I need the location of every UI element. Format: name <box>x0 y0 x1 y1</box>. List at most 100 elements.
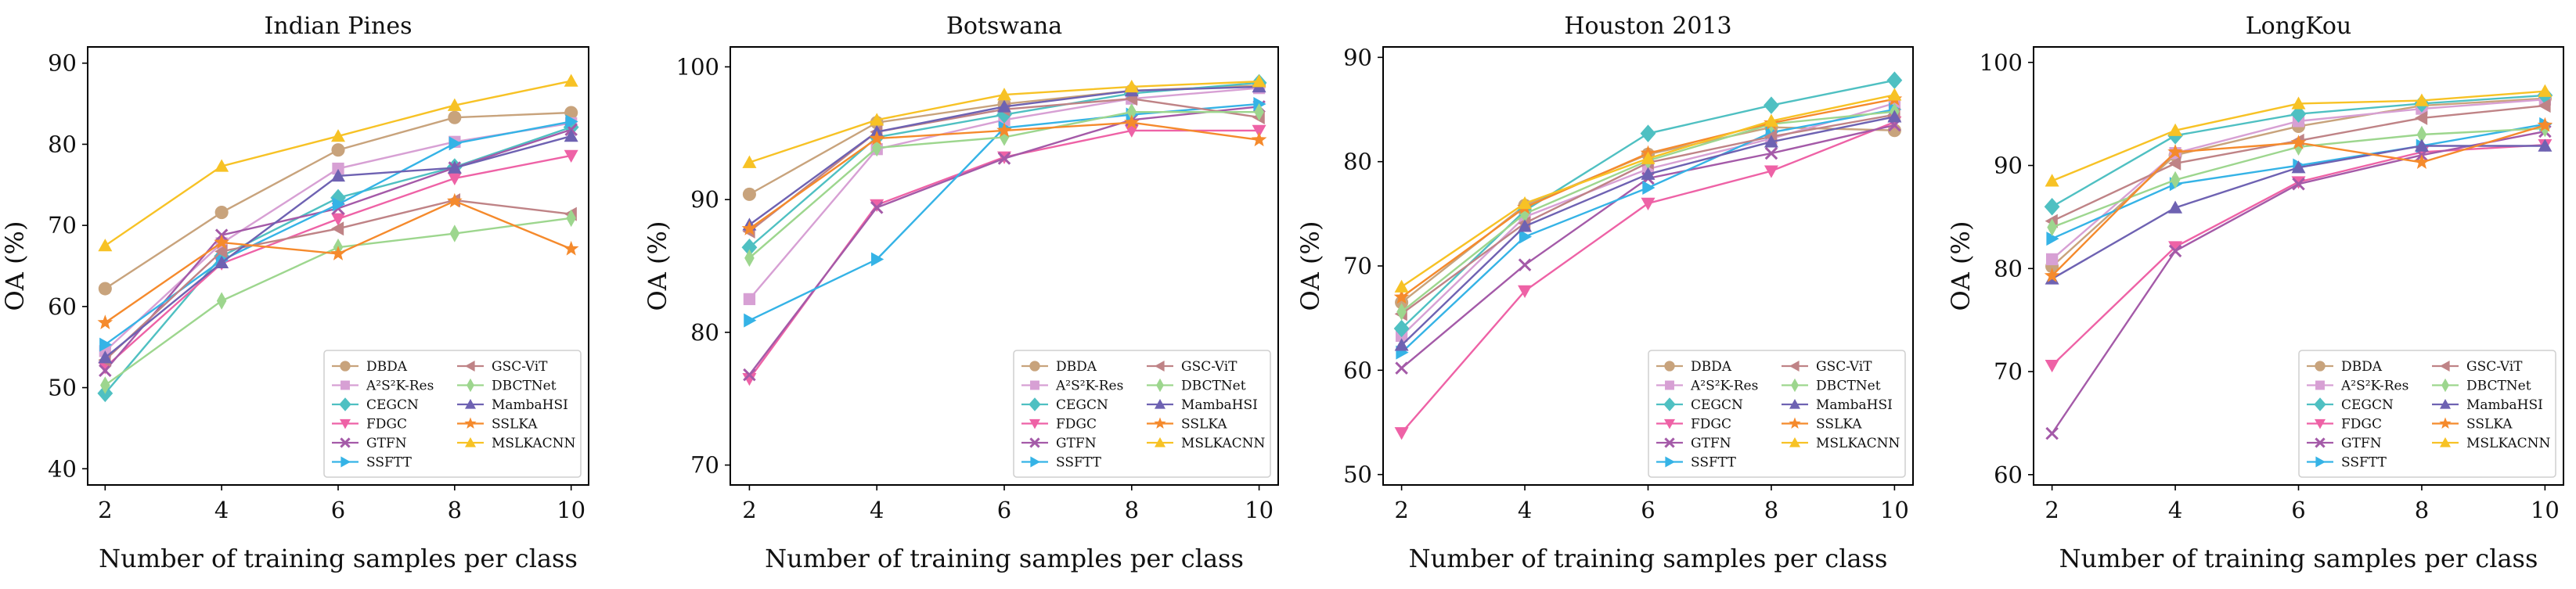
legend-marker-a-s-k-res <box>2315 380 2325 390</box>
legend-label-gtfn: GTFN <box>1691 436 1731 451</box>
data-point-dbda <box>448 110 462 124</box>
data-point-mslkacnn <box>997 88 1011 101</box>
x-tick-label: 6 <box>1641 497 1655 523</box>
data-point-dbctnet <box>449 224 460 242</box>
chart-title: Indian Pines <box>265 13 413 40</box>
data-point-gtfn <box>1395 361 1408 375</box>
data-point-dbda <box>742 187 756 201</box>
data-point-mambahsi <box>1764 135 1778 148</box>
data-point-fdgc <box>2045 359 2059 373</box>
legend-marker-a-s-k-res <box>340 380 350 390</box>
legend-marker-cegcn <box>1663 397 1676 411</box>
legend-label-cegcn: CEGCN <box>1691 397 1743 413</box>
data-point-fdgc <box>447 172 462 185</box>
data-point-mslkacnn <box>447 98 462 111</box>
x-tick-label: 10 <box>2531 497 2560 523</box>
data-point-dbctnet <box>216 292 227 310</box>
y-axis-label: OA (%) <box>0 221 30 311</box>
y-axis-label: OA (%) <box>643 221 672 311</box>
data-point-fdgc <box>1252 124 1266 138</box>
data-point-gtfn <box>2292 177 2305 191</box>
legend-label-sslka: SSLKA <box>2466 417 2513 433</box>
legend-marker-a-s-k-res <box>1030 380 1039 390</box>
chart-panel-houston-2013: Houston 2013 Number of training samples p… <box>1295 13 1914 573</box>
data-point-mambahsi <box>1641 167 1655 180</box>
series-sslka <box>2044 117 2553 282</box>
legend-label-gtfn: GTFN <box>366 436 407 451</box>
legend-label-dbda: DBDA <box>2341 359 2383 375</box>
legend-label-fdgc: FDGC <box>366 417 407 433</box>
series-line-fdgc <box>748 129 1259 379</box>
data-point-fdgc <box>2168 241 2183 254</box>
data-point-dbctnet <box>1254 102 1264 121</box>
data-point-mambahsi <box>564 129 578 142</box>
legend-marker-ssftt <box>2315 456 2326 468</box>
legend-marker-dbda <box>340 361 351 372</box>
data-point-mambahsi <box>331 168 345 182</box>
legend-box <box>323 350 582 478</box>
x-tick-label: 2 <box>98 497 112 523</box>
legend-marker-dbctnet <box>467 378 474 393</box>
y-axis-label: OA (%) <box>1946 221 1976 311</box>
data-point-ssftt <box>744 313 757 328</box>
data-point-mslkacnn <box>1764 113 1778 127</box>
legend-marker-gsc-vit <box>1155 361 1165 372</box>
data-point-sslka <box>741 221 758 235</box>
data-point-mambahsi <box>1394 338 1409 351</box>
data-point-fdgc <box>564 149 578 163</box>
legend-box <box>2298 350 2556 478</box>
data-point-mslkacnn <box>1394 279 1409 293</box>
y-tick-label: 90 <box>48 50 77 77</box>
legend-label-mslkacnn: MSLKACNN <box>1181 436 1266 451</box>
legend-label-ssftt: SSFTT <box>1056 455 1101 471</box>
data-point-mambahsi <box>447 160 462 174</box>
y-tick-label: 80 <box>48 131 77 157</box>
data-point-ssftt <box>99 337 113 352</box>
legend-marker-gsc-vit <box>1789 361 1800 372</box>
y-tick-label: 50 <box>1343 462 1372 488</box>
legend-marker-dbda <box>2315 361 2326 372</box>
legend-label-dbctnet: DBCTNet <box>2466 379 2531 394</box>
legend-label-mambahsi: MambaHSI <box>2466 397 2543 413</box>
data-point-mambahsi <box>2168 200 2183 214</box>
data-point-ssftt <box>1253 96 1266 111</box>
data-point-dbctnet <box>566 209 576 228</box>
data-point-mslkacnn <box>2168 123 2183 136</box>
legend-label-dbda: DBDA <box>1056 359 1097 375</box>
legend-label-mslkacnn: MSLKACNN <box>1816 436 1900 451</box>
data-point-sslka <box>330 246 346 260</box>
data-point-sslka <box>1251 131 1267 147</box>
data-point-cegcn <box>1393 319 1410 338</box>
y-tick-label: 50 <box>48 375 77 401</box>
data-point-ssftt <box>871 252 884 267</box>
legend-label-a-s-k-res: A²S²K-Res <box>2340 379 2408 394</box>
data-point-gtfn <box>99 364 112 378</box>
data-point-mslkacnn <box>564 74 578 87</box>
y-axis-label: OA (%) <box>1295 221 1325 311</box>
legend-label-cegcn: CEGCN <box>2341 397 2394 413</box>
legend-marker-mslkacnn <box>465 437 476 447</box>
data-point-gtfn <box>2045 426 2059 440</box>
legend-label-fdgc: FDGC <box>1691 417 1731 433</box>
y-tick-label: 60 <box>1343 357 1372 383</box>
legend-label-gtfn: GTFN <box>2341 436 2382 451</box>
legend-marker-fdgc <box>2315 418 2326 429</box>
legend-marker-mambahsi <box>465 399 476 409</box>
y-tick-label: 70 <box>1994 358 2023 385</box>
legend-label-cegcn: CEGCN <box>366 397 419 413</box>
data-point-dbctnet <box>1396 303 1407 321</box>
data-point-ssftt <box>1642 181 1655 195</box>
y-tick-label: 60 <box>48 293 77 320</box>
y-tick-label: 70 <box>48 212 77 239</box>
legend-marker-fdgc <box>340 418 351 429</box>
chart-title: Botswana <box>946 13 1062 40</box>
legend-marker-gtfn <box>1029 437 1040 448</box>
legend-marker-fdgc <box>1664 418 1675 429</box>
data-point-sslka <box>2044 268 2060 282</box>
data-point-mambahsi <box>1887 110 1902 123</box>
y-tick-label: 100 <box>676 53 719 80</box>
legend-label-sslka: SSLKA <box>1181 417 1227 433</box>
data-point-mambahsi <box>2538 138 2553 152</box>
series-mambahsi <box>2045 138 2553 285</box>
